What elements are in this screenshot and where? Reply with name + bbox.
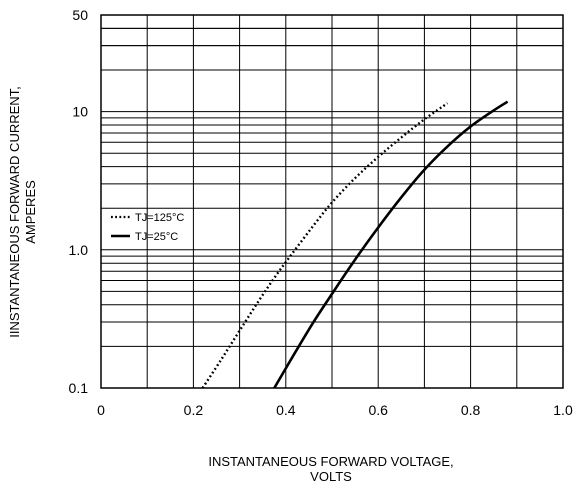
x-tick-label: 0.2: [184, 402, 204, 418]
x-tick-label: 0.6: [368, 402, 388, 418]
y-tick-label: 0.1: [69, 380, 89, 396]
x-axis-title-line-1: INSTANTANEOUS FORWARD VOLTAGE,: [208, 454, 453, 469]
x-tick-label: 1.0: [553, 402, 573, 418]
legend: TJ=125°C TJ=25°C: [111, 212, 184, 243]
y-axis-title-line-1: IINSTANTANEOUS FORWARD CURRENT,: [7, 86, 22, 338]
y-tick-label: 1.0: [69, 242, 89, 258]
series-line-tj-25: [273, 100, 509, 389]
y-tick-label: 50: [72, 7, 88, 23]
x-tick-label: 0.4: [276, 402, 296, 418]
legend-label-tj-125: TJ=125°C: [135, 212, 184, 224]
series-layer: [201, 100, 509, 389]
x-tick-label: 0: [97, 402, 105, 418]
legend-label-tj-25: TJ=25°C: [135, 231, 178, 243]
tick-labels: 0 0.2 0.4 0.6 0.8 1.0 0.1 1.0 10 50: [69, 7, 573, 418]
plot-frame: [100, 14, 564, 389]
series-line-tj-125: [201, 102, 449, 389]
y-tick-label: 10: [72, 104, 88, 120]
y-axis-title-line-2: AMPERES: [23, 180, 38, 244]
x-axis-title-line-2: VOLTS: [310, 469, 352, 484]
grid: [101, 15, 563, 388]
x-tick-label: 0.8: [461, 402, 481, 418]
